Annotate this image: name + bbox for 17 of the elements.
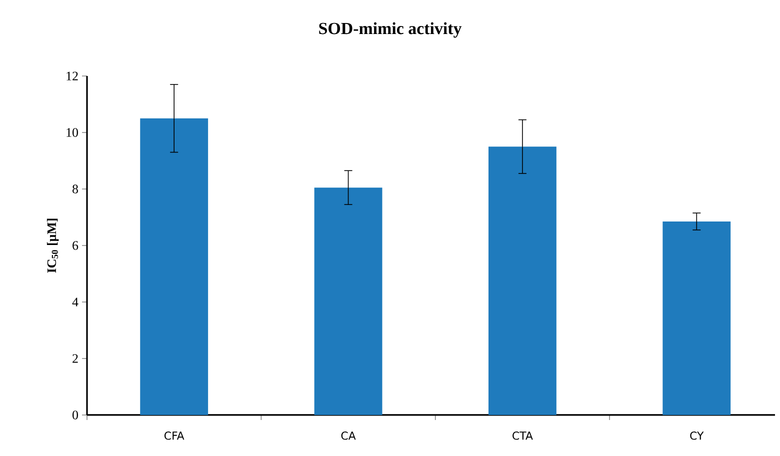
y-tick-label: 8 — [72, 184, 78, 194]
bar — [488, 146, 556, 415]
x-tick-label: CTA — [512, 432, 533, 440]
chart-title: SOD-mimic activity — [319, 22, 462, 38]
y-tick-label: 2 — [72, 354, 78, 363]
bar — [662, 221, 731, 415]
y-tick-label: 10 — [66, 128, 78, 137]
bar — [140, 118, 208, 415]
bar — [314, 188, 382, 415]
y-tick-label: 4 — [72, 298, 78, 306]
y-axis-title: IC$_{50}$ [μM] — [46, 218, 59, 273]
y-tick-label: 0 — [72, 410, 78, 420]
y-tick-label: 6 — [72, 241, 78, 250]
x-tick-label: CY — [690, 432, 704, 440]
y-tick-label: 12 — [66, 72, 78, 80]
x-tick-label: CFA — [164, 432, 184, 440]
x-tick-label: CA — [341, 432, 356, 440]
